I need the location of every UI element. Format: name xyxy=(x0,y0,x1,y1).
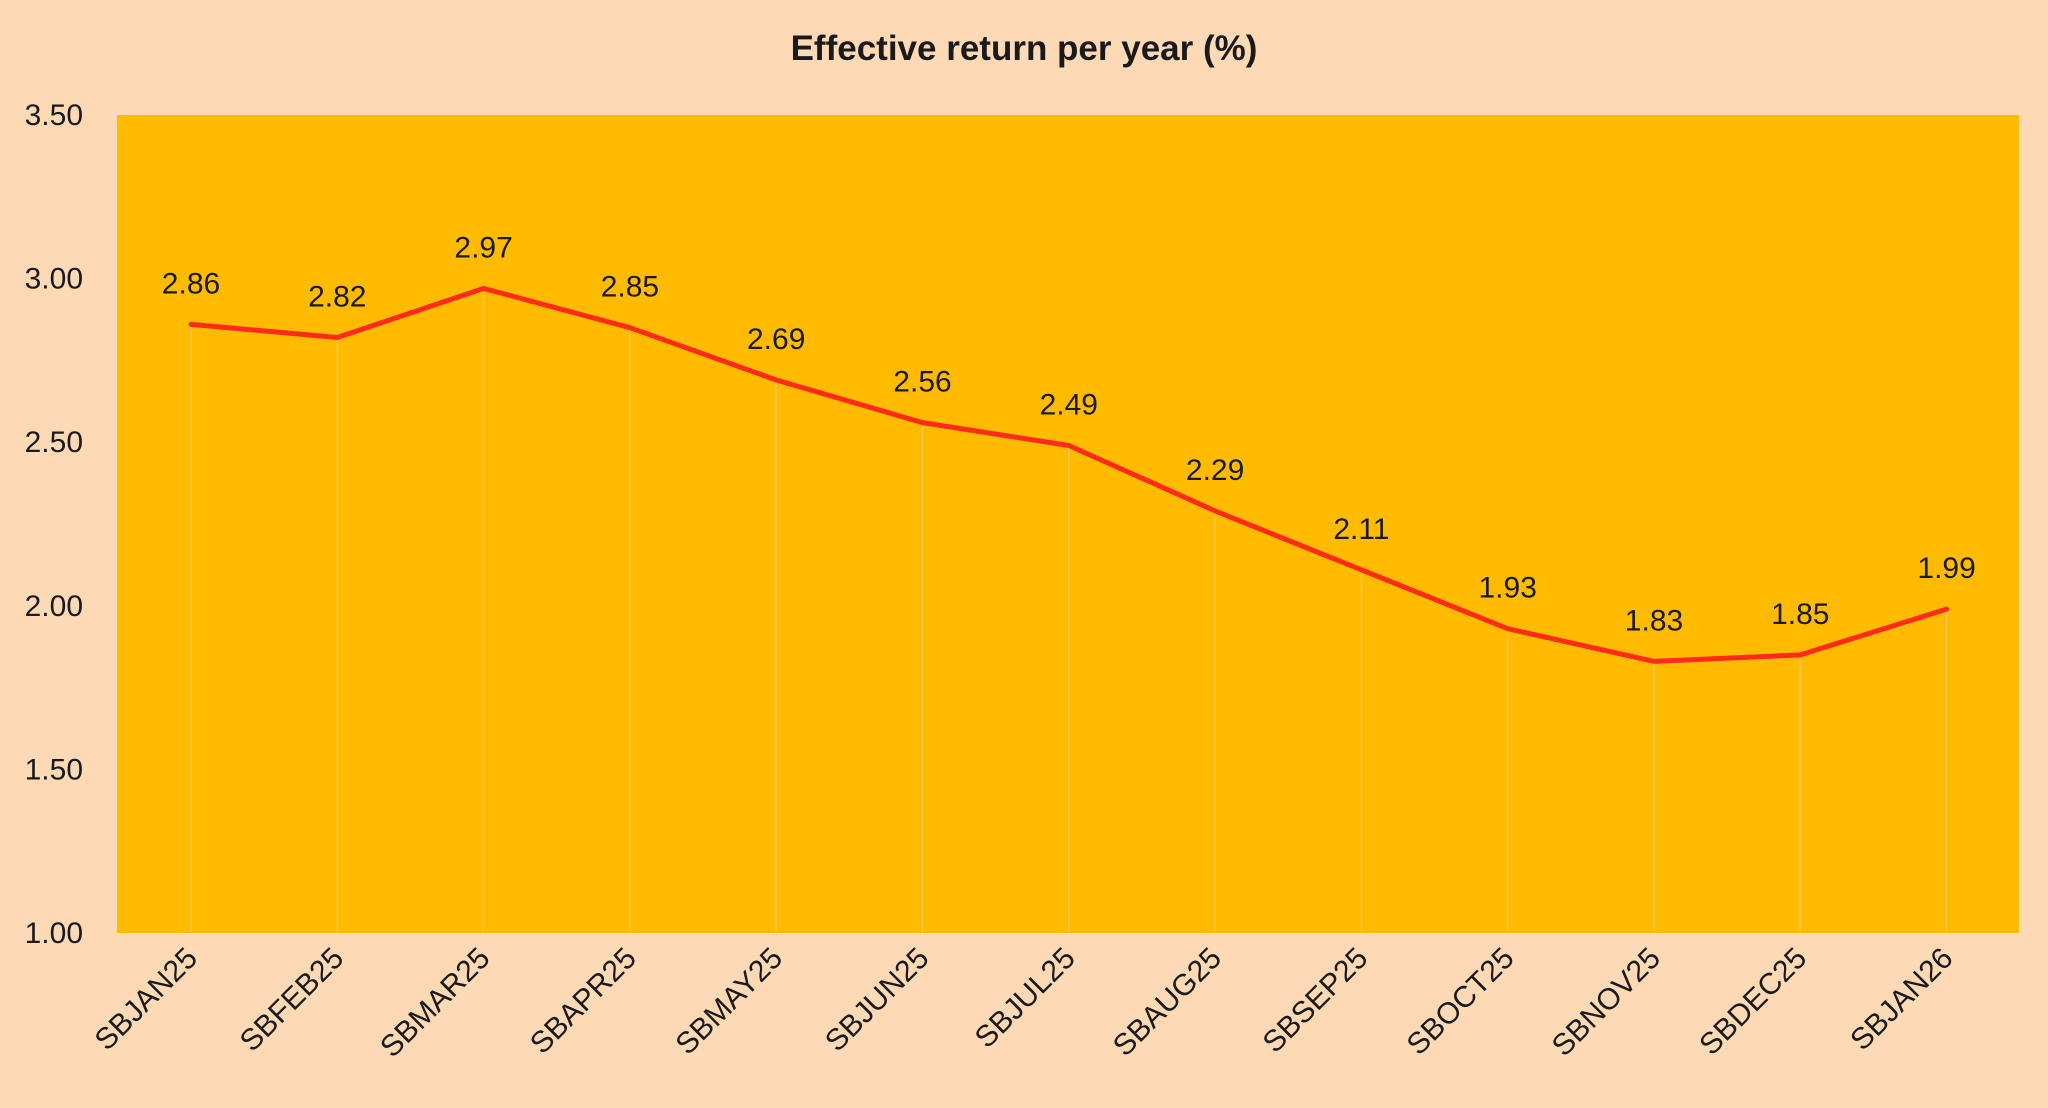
data-label: 2.85 xyxy=(601,271,659,304)
series-line xyxy=(188,285,1950,664)
y-tick-label: 2.00 xyxy=(25,590,83,623)
x-category-label: SBJUL25 xyxy=(969,942,1082,1055)
data-label: 2.29 xyxy=(1186,454,1244,487)
x-category-label: SBSEP25 xyxy=(1257,942,1375,1060)
x-category-label: SBFEB25 xyxy=(234,942,350,1058)
plot-area xyxy=(117,115,2019,933)
x-category-label: SBAUG25 xyxy=(1107,942,1228,1063)
x-category-label: SBNOV25 xyxy=(1546,942,1667,1063)
x-category-label: SBMAY25 xyxy=(670,942,790,1062)
data-label: 1.83 xyxy=(1625,604,1683,637)
data-label: 2.86 xyxy=(162,267,220,300)
y-tick-label: 3.00 xyxy=(25,263,83,296)
data-label: 1.93 xyxy=(1479,572,1537,605)
x-category-label: SBJAN25 xyxy=(89,942,204,1057)
data-label: 2.97 xyxy=(454,231,512,264)
data-label: 2.56 xyxy=(893,366,951,399)
data-label: 2.69 xyxy=(747,323,805,356)
data-label: 2.11 xyxy=(1333,513,1389,546)
y-tick-label: 3.50 xyxy=(25,99,83,132)
x-category-label: SBOCT25 xyxy=(1401,942,1521,1062)
y-tick-label: 2.50 xyxy=(25,426,83,459)
data-labels: 2.86 2.82 2.97 2.85 2.69 2.56 2.49 2.29 2.11 1.93… xyxy=(162,231,1976,637)
y-axis-tick-labels: 1.00 1.50 2.00 2.50 3.00 3.50 xyxy=(25,99,83,950)
data-label: 2.49 xyxy=(1040,388,1098,421)
x-category-label: SBDEC25 xyxy=(1693,942,1813,1062)
data-label: 1.85 xyxy=(1771,598,1829,631)
x-category-label: SBMAR25 xyxy=(374,942,496,1064)
x-category-label: SBJAN26 xyxy=(1844,942,1959,1057)
chart-title: Effective return per year (%) xyxy=(791,29,1258,68)
x-axis-category-labels: SBJAN25 SBFEB25 SBMAR25 SBAPR25 SBMAY25 SBJUN… xyxy=(89,942,1960,1064)
drop-lines xyxy=(190,288,1948,933)
x-category-label: SBAPR25 xyxy=(524,942,643,1061)
x-category-label: SBJUN25 xyxy=(819,942,935,1058)
y-tick-label: 1.00 xyxy=(25,917,83,950)
data-label: 2.82 xyxy=(308,280,366,313)
y-tick-label: 1.50 xyxy=(25,753,83,786)
data-label: 1.99 xyxy=(1917,552,1975,585)
